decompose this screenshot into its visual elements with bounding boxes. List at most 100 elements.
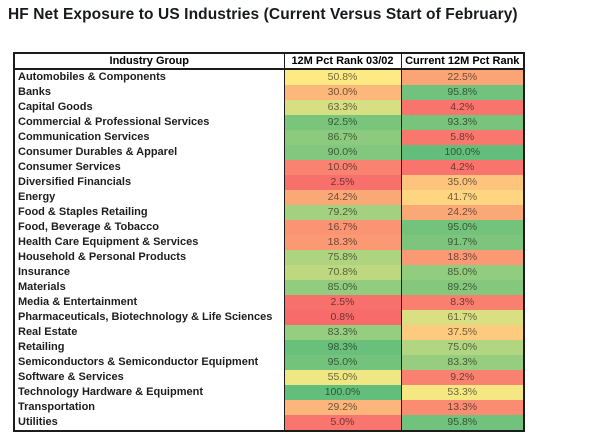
header-row: Industry Group 12M Pct Rank 03/02 Curren… xyxy=(14,53,524,70)
table-row: Diversified Financials 2.5% 35.0% xyxy=(14,175,524,190)
industry-group-cell: Communication Services xyxy=(14,130,284,145)
rank-current-cell: 4.2% xyxy=(400,160,524,175)
table-row: Banks 30.0% 95.8% xyxy=(14,85,524,100)
table-row: Consumer Durables & Apparel 90.0% 100.0% xyxy=(14,145,524,160)
industry-group-cell: Automobiles & Components xyxy=(14,69,284,85)
rank-0302-cell: 70.8% xyxy=(283,265,401,280)
industry-group-cell: Commercial & Professional Services xyxy=(14,115,284,130)
rank-current-cell: 24.2% xyxy=(400,205,524,220)
rank-0302-cell: 0.8% xyxy=(283,310,401,325)
table-row: Commercial & Professional Services 92.5% 9… xyxy=(14,115,524,130)
rank-current-cell: 89.2% xyxy=(400,280,524,295)
rank-0302-cell: 75.8% xyxy=(283,250,401,265)
column-header-rank-current: Current 12M Pct Rank xyxy=(400,53,524,70)
table-row: Energy 24.2% 41.7% xyxy=(14,190,524,205)
industry-group-cell: Materials xyxy=(14,280,284,295)
rank-0302-cell: 16.7% xyxy=(283,220,401,235)
rank-current-cell: 91.7% xyxy=(400,235,524,250)
rank-current-cell: 53.3% xyxy=(400,385,524,400)
rank-current-cell: 4.2% xyxy=(400,100,524,115)
table-row: Automobiles & Components 50.8% 22.5% xyxy=(14,69,524,85)
rank-current-cell: 95.8% xyxy=(400,415,524,431)
table-row: Materials 85.0% 89.2% xyxy=(14,280,524,295)
table-row: Capital Goods 63.3% 4.2% xyxy=(14,100,524,115)
rank-0302-cell: 24.2% xyxy=(283,190,401,205)
rank-0302-cell: 83.3% xyxy=(283,325,401,340)
rank-current-cell: 93.3% xyxy=(400,115,524,130)
rank-current-cell: 22.5% xyxy=(400,69,524,85)
table-row: Media & Entertainment 2.5% 8.3% xyxy=(14,295,524,310)
hf-net-exposure-table: Industry Group 12M Pct Rank 03/02 Curren… xyxy=(13,52,525,432)
industry-group-cell: Capital Goods xyxy=(14,100,284,115)
table-row: Semiconductors & Semiconductor Equipment… xyxy=(14,355,524,370)
rank-0302-cell: 98.3% xyxy=(283,340,401,355)
rank-current-cell: 37.5% xyxy=(400,325,524,340)
table-row: Transportation 29.2% 13.3% xyxy=(14,400,524,415)
rank-0302-cell: 86.7% xyxy=(283,130,401,145)
table-row: Food, Beverage & Tobacco 16.7% 95.0% xyxy=(14,220,524,235)
industry-group-cell: Transportation xyxy=(14,400,284,415)
table-row: Technology Hardware & Equipment 100.0% 53.… xyxy=(14,385,524,400)
industry-group-cell: Consumer Services xyxy=(14,160,284,175)
table-row: Household & Personal Products 75.8% 18.3% xyxy=(14,250,524,265)
industry-group-cell: Household & Personal Products xyxy=(14,250,284,265)
rank-current-cell: 95.8% xyxy=(400,85,524,100)
industry-group-cell: Semiconductors & Semiconductor Equipment xyxy=(14,355,284,370)
industry-group-cell: Insurance xyxy=(14,265,284,280)
industry-group-cell: Health Care Equipment & Services xyxy=(14,235,284,250)
industry-group-cell: Retailing xyxy=(14,340,284,355)
rank-0302-cell: 50.8% xyxy=(283,69,401,85)
table-row: Retailing 98.3% 75.0% xyxy=(14,340,524,355)
rank-0302-cell: 95.0% xyxy=(283,355,401,370)
rank-current-cell: 9.2% xyxy=(400,370,524,385)
rank-0302-cell: 63.3% xyxy=(283,100,401,115)
industry-group-cell: Pharmaceuticals, Biotechnology & Life Sc… xyxy=(14,310,284,325)
rank-0302-cell: 100.0% xyxy=(283,385,401,400)
rank-current-cell: 13.3% xyxy=(400,400,524,415)
industry-group-cell: Technology Hardware & Equipment xyxy=(14,385,284,400)
rank-0302-cell: 10.0% xyxy=(283,160,401,175)
industry-group-cell: Banks xyxy=(14,85,284,100)
rank-0302-cell: 90.0% xyxy=(283,145,401,160)
rank-current-cell: 61.7% xyxy=(400,310,524,325)
table-row: Consumer Services 10.0% 4.2% xyxy=(14,160,524,175)
page-title: HF Net Exposure to US Industries (Curren… xyxy=(8,6,518,23)
rank-current-cell: 18.3% xyxy=(400,250,524,265)
rank-current-cell: 100.0% xyxy=(400,145,524,160)
industry-group-cell: Utilities xyxy=(14,415,284,431)
rank-current-cell: 85.0% xyxy=(400,265,524,280)
rank-current-cell: 35.0% xyxy=(400,175,524,190)
rank-0302-cell: 79.2% xyxy=(283,205,401,220)
rank-current-cell: 5.8% xyxy=(400,130,524,145)
rank-0302-cell: 2.5% xyxy=(283,295,401,310)
industry-group-cell: Energy xyxy=(14,190,284,205)
rank-current-cell: 75.0% xyxy=(400,340,524,355)
rank-current-cell: 8.3% xyxy=(400,295,524,310)
rank-0302-cell: 29.2% xyxy=(283,400,401,415)
rank-current-cell: 95.0% xyxy=(400,220,524,235)
table-row: Pharmaceuticals, Biotechnology & Life Sc… xyxy=(14,310,524,325)
industry-group-cell: Diversified Financials xyxy=(14,175,284,190)
table-row: Real Estate 83.3% 37.5% xyxy=(14,325,524,340)
table-row: Food & Staples Retailing 79.2% 24.2% xyxy=(14,205,524,220)
rank-0302-cell: 92.5% xyxy=(283,115,401,130)
industry-group-cell: Software & Services xyxy=(14,370,284,385)
rank-current-cell: 83.3% xyxy=(400,355,524,370)
industry-group-cell: Consumer Durables & Apparel xyxy=(14,145,284,160)
table-row: Health Care Equipment & Services 18.3% 91.… xyxy=(14,235,524,250)
table-row: Insurance 70.8% 85.0% xyxy=(14,265,524,280)
industry-group-cell: Real Estate xyxy=(14,325,284,340)
rank-0302-cell: 18.3% xyxy=(283,235,401,250)
rank-0302-cell: 55.0% xyxy=(283,370,401,385)
industry-group-cell: Food, Beverage & Tobacco xyxy=(14,220,284,235)
table-row: Utilities 5.0% 95.8% xyxy=(14,415,524,431)
rank-0302-cell: 2.5% xyxy=(283,175,401,190)
rank-0302-cell: 5.0% xyxy=(283,415,401,431)
column-header-rank-0302: 12M Pct Rank 03/02 xyxy=(283,53,401,70)
table-body: Automobiles & Components 50.8% 22.5% Banks 3… xyxy=(14,69,524,431)
column-header-industry-group: Industry Group xyxy=(14,53,284,70)
industry-group-cell: Media & Entertainment xyxy=(14,295,284,310)
rank-0302-cell: 85.0% xyxy=(283,280,401,295)
rank-current-cell: 41.7% xyxy=(400,190,524,205)
industry-group-cell: Food & Staples Retailing xyxy=(14,205,284,220)
